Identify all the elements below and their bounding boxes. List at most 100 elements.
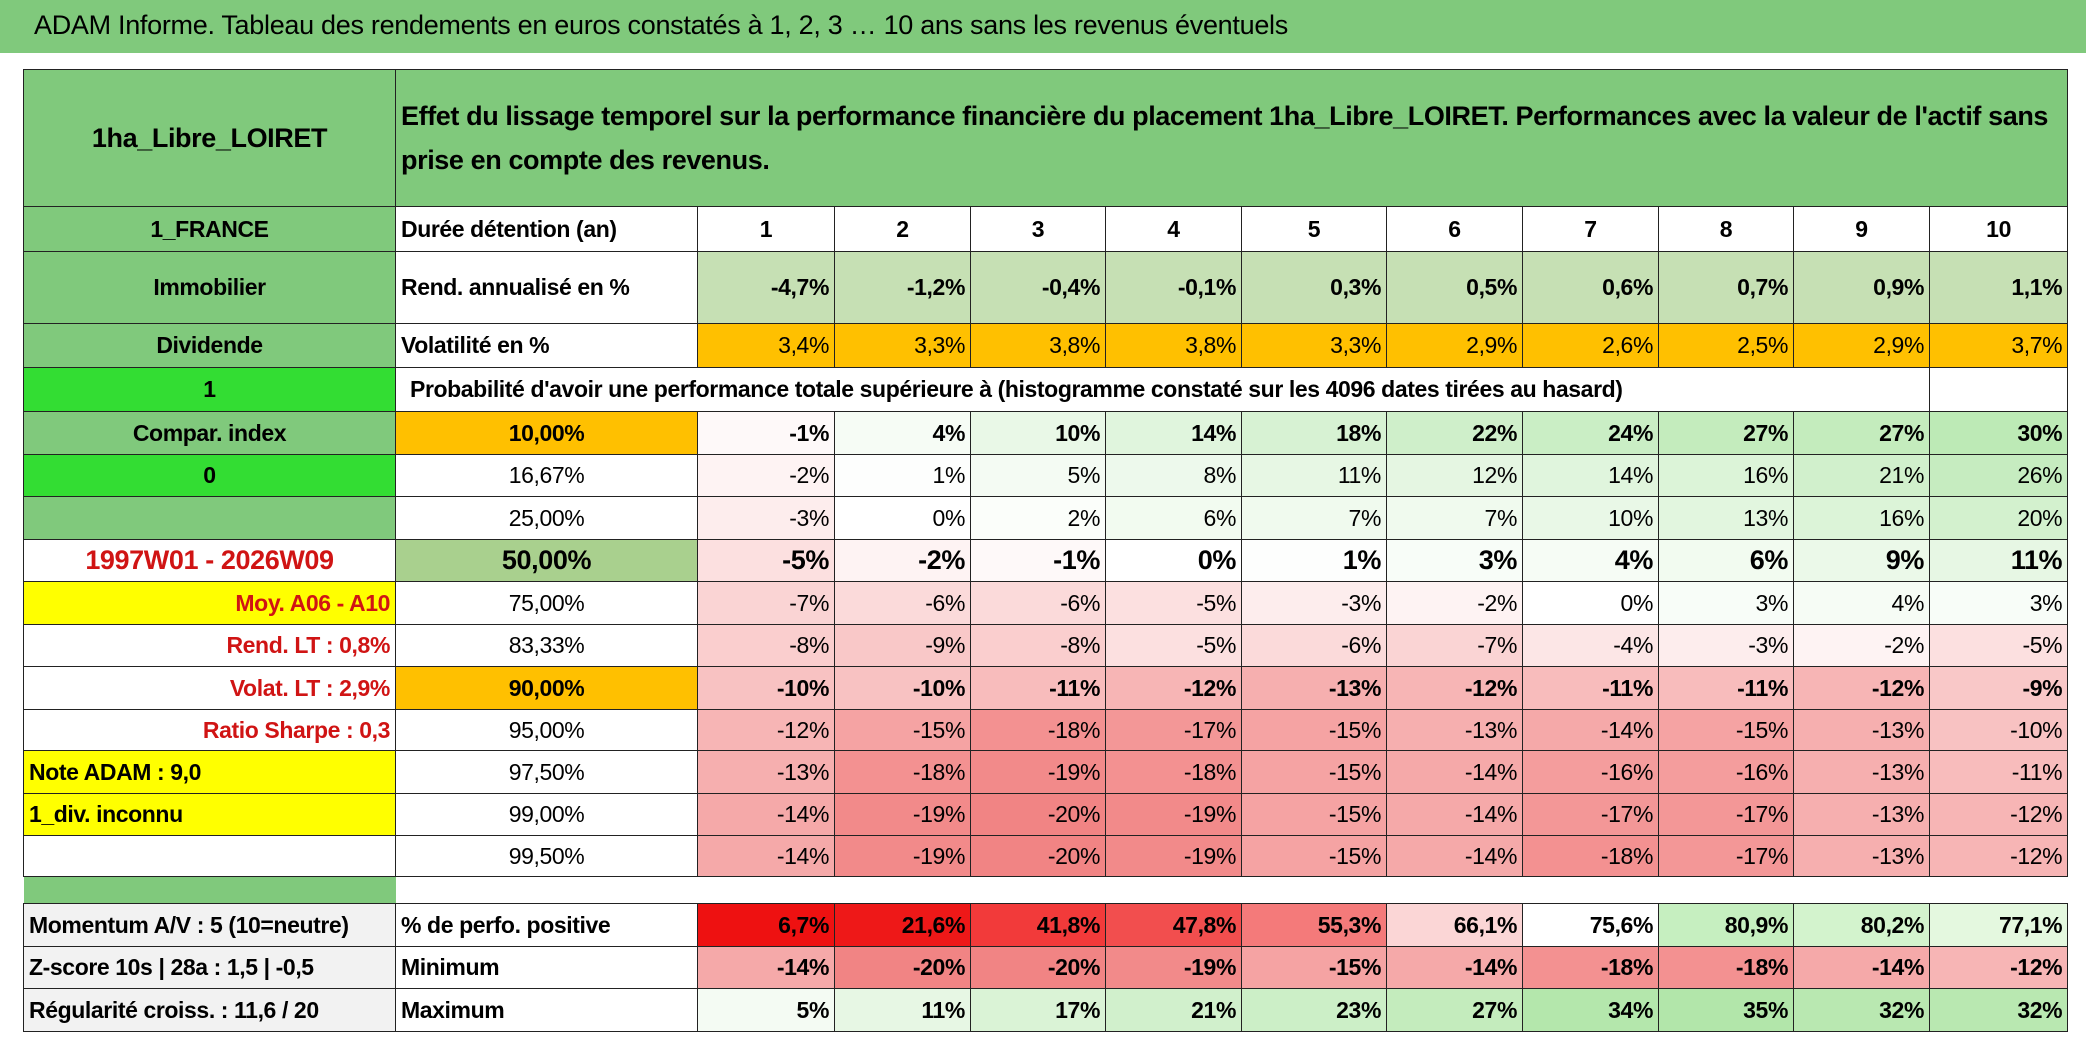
value-cell: -12% (1928, 835, 2069, 877)
row-label: Maximum (395, 988, 698, 1032)
value-cell: 3,8% (1105, 323, 1242, 368)
row-label: 97,50% (395, 750, 698, 794)
value-cell: 0,3% (1241, 251, 1387, 324)
table-row: Dividende Volatilité en % 3,4% 3,3% 3,8% 3,8%… (23, 323, 2069, 368)
value-cell: -2% (1793, 624, 1930, 667)
value-cell: 10% (1522, 496, 1659, 540)
value-cell: 14% (1522, 454, 1659, 497)
row-label: 99,50% (395, 835, 698, 877)
value-cell: -14% (1386, 835, 1523, 877)
value-cell: -15% (1241, 750, 1387, 794)
value-cell: 27% (1658, 411, 1794, 455)
value-cell: -5% (1105, 624, 1242, 667)
value-cell: -3% (1241, 581, 1387, 625)
table-row: Note ADAM : 9,0 97,50% -13% -18% -19% -18% -15… (23, 750, 2069, 794)
side-info: Momentum A/V : 5 (10=neutre) (23, 903, 396, 947)
section-label: Probabilité d'avoir une performance tota… (395, 367, 1930, 412)
value-cell: 21% (1105, 988, 1242, 1032)
value-cell: 66,1% (1386, 903, 1523, 947)
value-cell: -15% (1241, 946, 1387, 989)
value-cell: 2,6% (1522, 323, 1659, 368)
value-cell: -17% (1522, 793, 1659, 836)
value-cell: 16% (1793, 496, 1930, 540)
row-label: 16,67% (395, 454, 698, 497)
row-label: Minimum (395, 946, 698, 989)
side-info: 1_FRANCE (23, 206, 396, 252)
gap-row (23, 876, 2068, 904)
value-cell: -8% (970, 624, 1106, 667)
row-label: 99,00% (395, 793, 698, 836)
value-cell: 26% (1928, 454, 2069, 497)
value-cell: 3,3% (834, 323, 971, 368)
value-cell: 16% (1658, 454, 1794, 497)
gap-cell (23, 876, 396, 904)
table-row: Volat. LT : 2,9% 90,00% -10% -10% -11% -12% -1… (23, 666, 2069, 710)
value-cell: -14% (697, 793, 835, 836)
value-cell: -19% (834, 835, 971, 877)
value-cell: 80,9% (1658, 903, 1794, 947)
value-cell: -14% (1386, 946, 1523, 989)
value-cell: -15% (1241, 709, 1387, 751)
value-cell: -12% (697, 709, 835, 751)
performance-table: 1ha_Libre_LOIRET Effet du lissage tempor… (23, 69, 2069, 1032)
value-cell: -9% (1928, 666, 2069, 710)
value-cell: 8 (1658, 206, 1794, 252)
value-cell: 11% (834, 988, 971, 1032)
value-cell: -6% (1241, 624, 1387, 667)
value-cell: 3,3% (1241, 323, 1387, 368)
row-label: Rend. annualisé en % (395, 251, 698, 324)
value-cell: 8% (1105, 454, 1242, 497)
value-cell: 4% (1522, 539, 1659, 582)
value-cell: 47,8% (1105, 903, 1242, 947)
side-info: 0 (23, 454, 396, 497)
row-label: 75,00% (395, 581, 698, 625)
value-cell: -1% (697, 411, 835, 455)
value-cell: -7% (697, 581, 835, 625)
value-cell: -13% (1793, 835, 1930, 877)
value-cell: 12% (1386, 454, 1523, 497)
value-cell: -2% (834, 539, 971, 582)
side-info: 1 (23, 367, 396, 412)
value-cell: -18% (1658, 946, 1794, 989)
value-cell: 3,8% (970, 323, 1106, 368)
value-cell: -20% (834, 946, 971, 989)
value-cell: 18% (1241, 411, 1387, 455)
value-cell: -13% (1793, 750, 1930, 794)
side-info: Dividende (23, 323, 396, 368)
value-cell: -11% (1522, 666, 1659, 710)
value-cell: 7% (1386, 496, 1523, 540)
side-info: Moy. A06 - A10 (23, 581, 396, 625)
value-cell: -12% (1105, 666, 1242, 710)
value-cell: 3 (970, 206, 1106, 252)
value-cell: 6,7% (697, 903, 835, 947)
value-cell: -11% (1658, 666, 1794, 710)
value-cell: 13% (1658, 496, 1794, 540)
value-cell: 7 (1522, 206, 1659, 252)
value-cell: 3% (1928, 581, 2069, 625)
value-cell: -14% (1386, 750, 1523, 794)
row-label: 25,00% (395, 496, 698, 540)
value-cell: -17% (1658, 793, 1794, 836)
value-cell: 27% (1386, 988, 1523, 1032)
value-cell: -18% (1522, 835, 1659, 877)
table-row: Régularité croiss. : 11,6 / 20 Maximum 5% 1… (23, 988, 2069, 1032)
table-row: 1 Probabilité d'avoir une performance tot… (23, 367, 2069, 412)
side-info: Note ADAM : 9,0 (23, 750, 396, 794)
value-cell: -20% (970, 946, 1106, 989)
value-cell: 1% (834, 454, 971, 497)
value-cell: -19% (1105, 793, 1242, 836)
value-cell: 24% (1522, 411, 1659, 455)
value-cell: 4 (1105, 206, 1242, 252)
row-label: 90,00% (395, 666, 698, 710)
value-cell: -4% (1522, 624, 1659, 667)
row-label: Volatilité en % (395, 323, 698, 368)
value-cell: -1,2% (834, 251, 971, 324)
table-row: Rend. LT : 0,8% 83,33% -8% -9% -8% -5% -6% -7% -… (23, 624, 2069, 667)
table-row: Compar. index 10,00% -1% 4% 10% 14% 18% 22% 24% 2… (23, 411, 2069, 455)
value-cell: 30% (1928, 411, 2069, 455)
value-cell: 9% (1793, 539, 1930, 582)
value-cell: 22% (1386, 411, 1523, 455)
value-cell: 34% (1522, 988, 1659, 1032)
table-row: Momentum A/V : 5 (10=neutre)% de perfo. … (23, 903, 2069, 947)
value-cell: -0,4% (970, 251, 1106, 324)
